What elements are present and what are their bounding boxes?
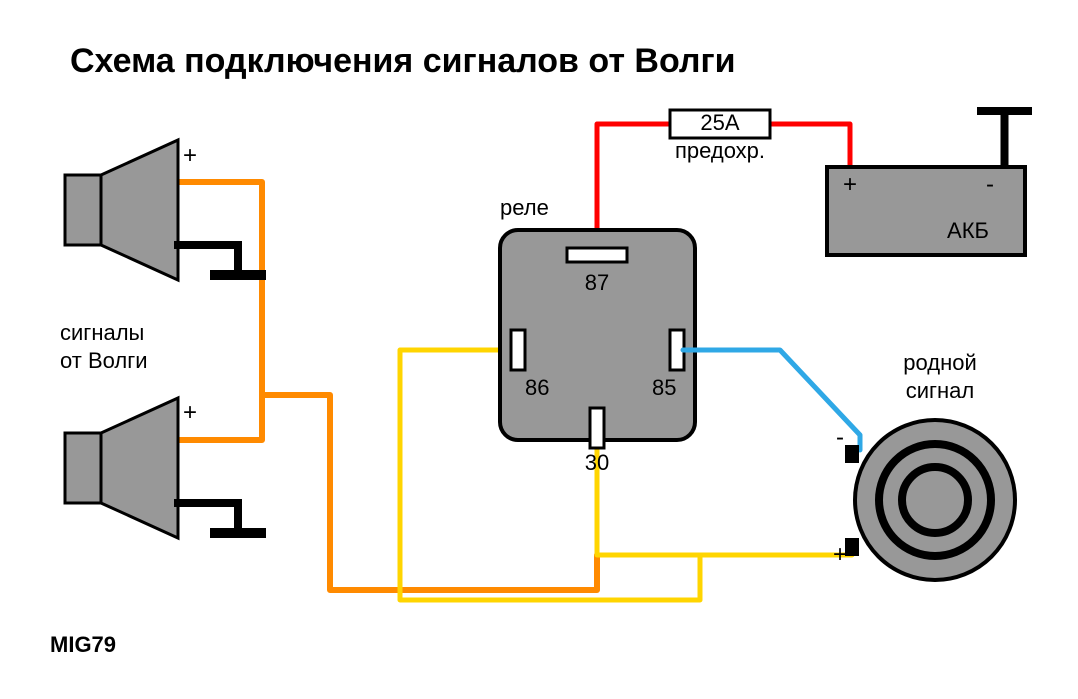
relay-pin-p30 (590, 408, 604, 448)
label-native2: сигнал (906, 378, 975, 403)
author-label: MIG79 (50, 632, 116, 657)
label-battery_minus: - (986, 171, 994, 198)
label-battery_plus: + (843, 171, 857, 198)
label-signals2: от Волги (60, 348, 148, 373)
ground-speaker-2 (210, 528, 266, 538)
label-horn_plus: + (833, 541, 847, 568)
label-relay: реле (500, 195, 549, 220)
label-pin30: 30 (585, 450, 609, 475)
label-pin87: 87 (585, 270, 609, 295)
label-horn_minus: - (836, 424, 844, 451)
native-horn (845, 420, 1015, 580)
relay-pin-p87 (567, 248, 627, 262)
volga-speaker-2 (65, 398, 238, 538)
label-spk2_plus: + (183, 399, 197, 426)
label-native1: родной (903, 350, 977, 375)
label-pin85: 85 (652, 375, 676, 400)
label-signals1: сигналы (60, 320, 144, 345)
wiring-diagram: Схема подключения сигналов от Волги MIG79… (0, 0, 1078, 699)
relay-pin-p86 (511, 330, 525, 370)
ground-speaker-1 (210, 270, 266, 280)
label-pin86: 86 (525, 375, 549, 400)
label-fuse_name: предохр. (675, 138, 765, 163)
diagram-title: Схема подключения сигналов от Волги (70, 42, 736, 80)
label-battery: АКБ (947, 218, 989, 243)
volga-speaker-1 (65, 140, 238, 280)
label-fuse_value: 25A (700, 110, 739, 135)
battery-terminal (977, 107, 1032, 115)
label-spk1_plus: + (183, 142, 197, 169)
